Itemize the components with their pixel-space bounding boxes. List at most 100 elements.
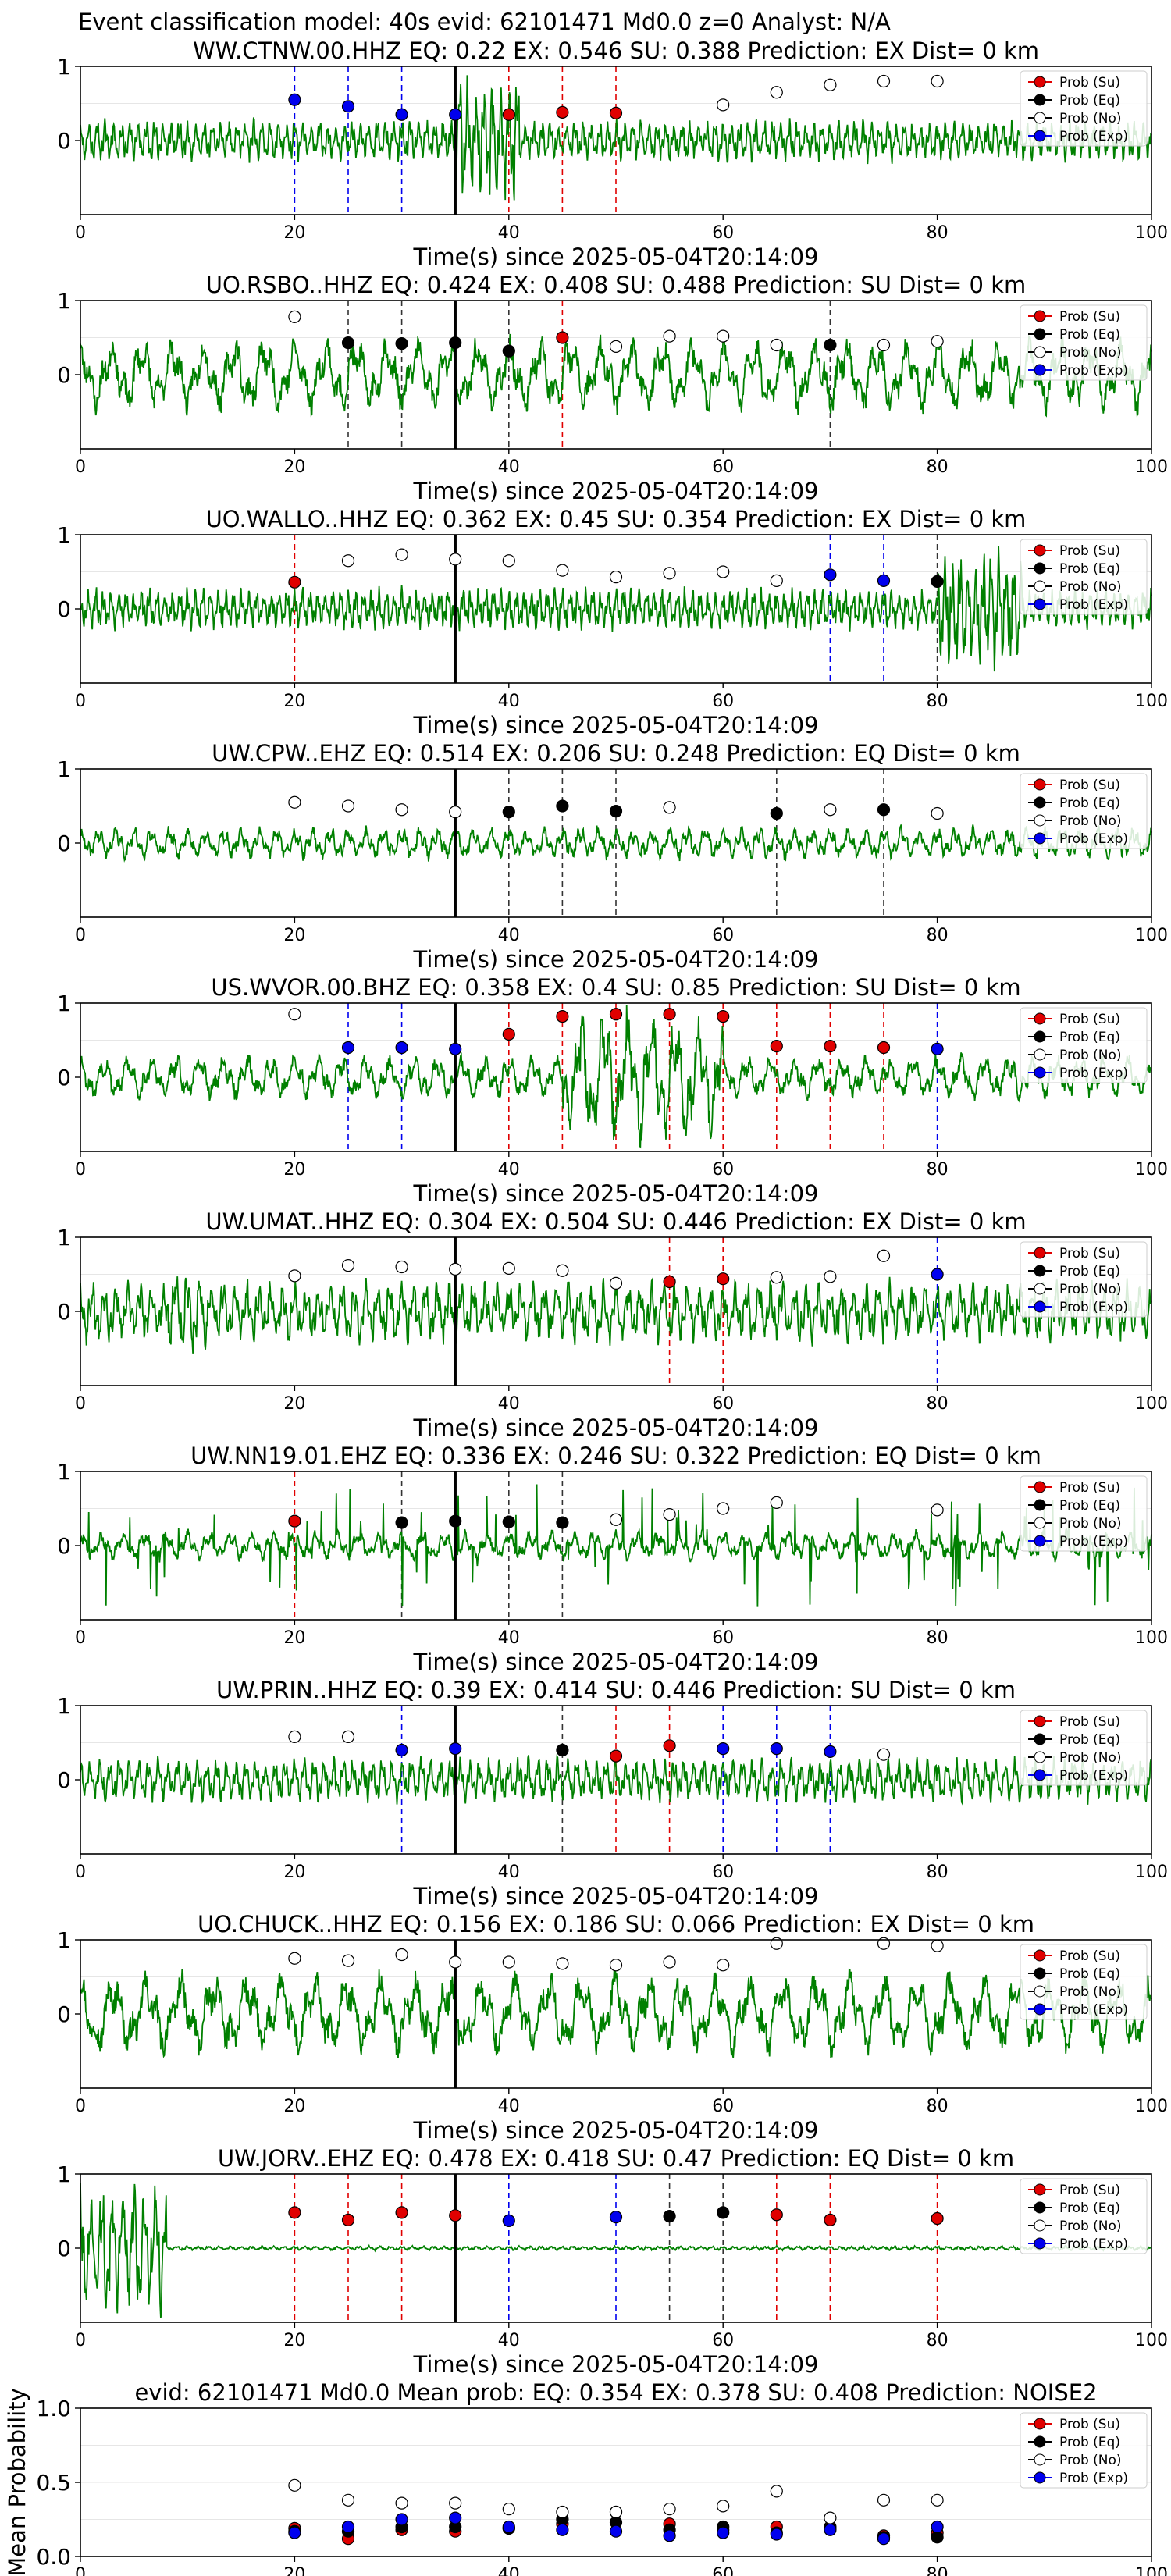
prob-point-no bbox=[395, 1948, 408, 1962]
prob-point-no bbox=[395, 1260, 408, 1274]
y-tick-label: 0 bbox=[57, 2001, 71, 2027]
prob-point-exp bbox=[449, 1042, 462, 1056]
prob-point-su bbox=[663, 1275, 676, 1289]
prob-point-no bbox=[931, 806, 944, 820]
panel-1: UO.RSBO..HHZ EQ: 0.424 EX: 0.408 SU: 0.4… bbox=[57, 272, 1168, 504]
legend-box bbox=[1020, 2412, 1148, 2489]
prob-point-no bbox=[770, 1271, 783, 1284]
panel-title: UW.JORV..EHZ EQ: 0.478 EX: 0.418 SU: 0.4… bbox=[218, 2145, 1014, 2172]
legend-label: Prob (Eq) bbox=[1059, 327, 1120, 343]
legend-label: Prob (Eq) bbox=[1059, 1966, 1120, 1982]
legend-marker bbox=[1034, 580, 1046, 592]
prob-point-su bbox=[288, 2206, 301, 2219]
legend-marker bbox=[1034, 1481, 1046, 1493]
y-tick-label: 0.0 bbox=[36, 2544, 71, 2570]
x-tick-label: 60 bbox=[712, 223, 734, 243]
prob-point-su bbox=[717, 1009, 730, 1023]
legend-box bbox=[1020, 539, 1148, 615]
x-tick-label: 60 bbox=[712, 692, 734, 711]
x-tick-label: 0 bbox=[75, 692, 86, 711]
prob-point-no bbox=[449, 553, 462, 566]
x-tick-label: 0 bbox=[75, 2331, 86, 2350]
y-tick-label: 1 bbox=[57, 1693, 71, 1719]
x-tick-label: 60 bbox=[712, 1394, 734, 1414]
mean-prob-point-exp bbox=[341, 2520, 355, 2534]
x-tick-label: 80 bbox=[927, 2331, 949, 2350]
x-tick-label: 100 bbox=[1135, 692, 1168, 711]
prob-point-no bbox=[556, 564, 569, 577]
prob-point-no bbox=[502, 1261, 515, 1276]
prob-point-no bbox=[609, 340, 623, 353]
prob-point-su bbox=[288, 575, 301, 589]
prob-point-su bbox=[449, 2209, 462, 2222]
prob-point-exp bbox=[449, 1742, 462, 1756]
x-tick-label: 20 bbox=[283, 2097, 305, 2116]
legend-label: Prob (Exp) bbox=[1059, 129, 1128, 144]
prob-point-exp bbox=[502, 2214, 515, 2227]
x-tick-label: 80 bbox=[927, 1160, 949, 1179]
y-tick-label: 0 bbox=[57, 2236, 71, 2261]
prob-point-no bbox=[288, 1952, 301, 1965]
prob-point-su bbox=[717, 1272, 730, 1286]
x-tick-label: 60 bbox=[712, 926, 734, 945]
legend-label: Prob (Exp) bbox=[1059, 363, 1128, 379]
legend-label: Prob (Su) bbox=[1059, 2417, 1120, 2432]
prob-point-no bbox=[877, 1249, 891, 1262]
mean-prob-point-exp bbox=[931, 2520, 944, 2534]
y-tick-label: 1 bbox=[57, 288, 71, 314]
x-tick-label: 40 bbox=[498, 692, 520, 711]
x-axis-label: Time(s) since 2025-05-04T20:14:09 bbox=[413, 1883, 819, 1909]
y-tick-label: 0 bbox=[57, 362, 71, 388]
x-tick-label: 0 bbox=[75, 1160, 86, 1179]
x-tick-label: 20 bbox=[283, 2565, 305, 2576]
y-tick-label: 0 bbox=[57, 128, 71, 154]
waveform-trace bbox=[80, 1968, 1152, 2058]
mean-prob-point-no bbox=[395, 2496, 408, 2510]
mean-prob-point-exp bbox=[288, 2526, 301, 2539]
x-tick-label: 60 bbox=[712, 1863, 734, 1882]
prob-point-no bbox=[877, 1748, 891, 1761]
y-tick-label: 1 bbox=[57, 991, 71, 1016]
x-tick-label: 80 bbox=[927, 1863, 949, 1882]
legend-marker bbox=[1034, 832, 1046, 845]
prob-point-eq bbox=[663, 2210, 676, 2223]
prob-point-su bbox=[770, 1039, 783, 1053]
waveform-trace bbox=[80, 75, 1152, 201]
legend-marker bbox=[1034, 598, 1046, 610]
panel-title: evid: 62101471 Md0.0 Mean prob: EQ: 0.35… bbox=[134, 2379, 1097, 2406]
prob-point-su bbox=[663, 1739, 676, 1752]
prob-point-no bbox=[556, 1957, 569, 1970]
legend-marker bbox=[1034, 2237, 1046, 2250]
legend-marker bbox=[1034, 1499, 1046, 1511]
x-tick-label: 40 bbox=[498, 926, 520, 945]
prob-point-su bbox=[556, 105, 569, 119]
y-tick-label: 0 bbox=[57, 1533, 71, 1559]
legend-marker bbox=[1034, 94, 1046, 106]
prob-point-no bbox=[824, 1270, 837, 1283]
prob-point-su bbox=[288, 1514, 301, 1528]
legend-box bbox=[1020, 70, 1148, 147]
panel-title: UW.PRIN..HHZ EQ: 0.39 EX: 0.414 SU: 0.44… bbox=[216, 1677, 1016, 1703]
legend-marker bbox=[1034, 364, 1046, 376]
x-tick-label: 20 bbox=[283, 1160, 305, 1179]
prob-point-su bbox=[609, 1008, 623, 1021]
legend-marker bbox=[1034, 1517, 1046, 1529]
panel-8: UO.CHUCK..HHZ EQ: 0.156 EX: 0.186 SU: 0.… bbox=[57, 1911, 1168, 2144]
panel-title: UO.RSBO..HHZ EQ: 0.424 EX: 0.408 SU: 0.4… bbox=[206, 272, 1027, 298]
legend-marker bbox=[1034, 814, 1046, 827]
waveform-trace bbox=[80, 1484, 1152, 1607]
prob-point-no bbox=[931, 335, 944, 348]
prob-point-eq bbox=[502, 1515, 515, 1528]
legend-marker bbox=[1034, 2471, 1046, 2484]
panel-title: UW.UMAT..HHZ EQ: 0.304 EX: 0.504 SU: 0.4… bbox=[205, 1208, 1026, 1235]
x-tick-label: 20 bbox=[283, 1394, 305, 1414]
prob-point-no bbox=[341, 1258, 355, 1272]
prob-point-su bbox=[824, 2213, 837, 2226]
x-tick-label: 80 bbox=[927, 2565, 949, 2576]
panel-title: UW.CPW..EHZ EQ: 0.514 EX: 0.206 SU: 0.24… bbox=[212, 740, 1020, 767]
prob-point-no bbox=[609, 1513, 623, 1526]
prob-point-no bbox=[609, 1276, 623, 1290]
legend-marker bbox=[1034, 1247, 1046, 1259]
x-tick-label: 100 bbox=[1135, 1628, 1168, 1648]
x-tick-label: 20 bbox=[283, 1863, 305, 1882]
